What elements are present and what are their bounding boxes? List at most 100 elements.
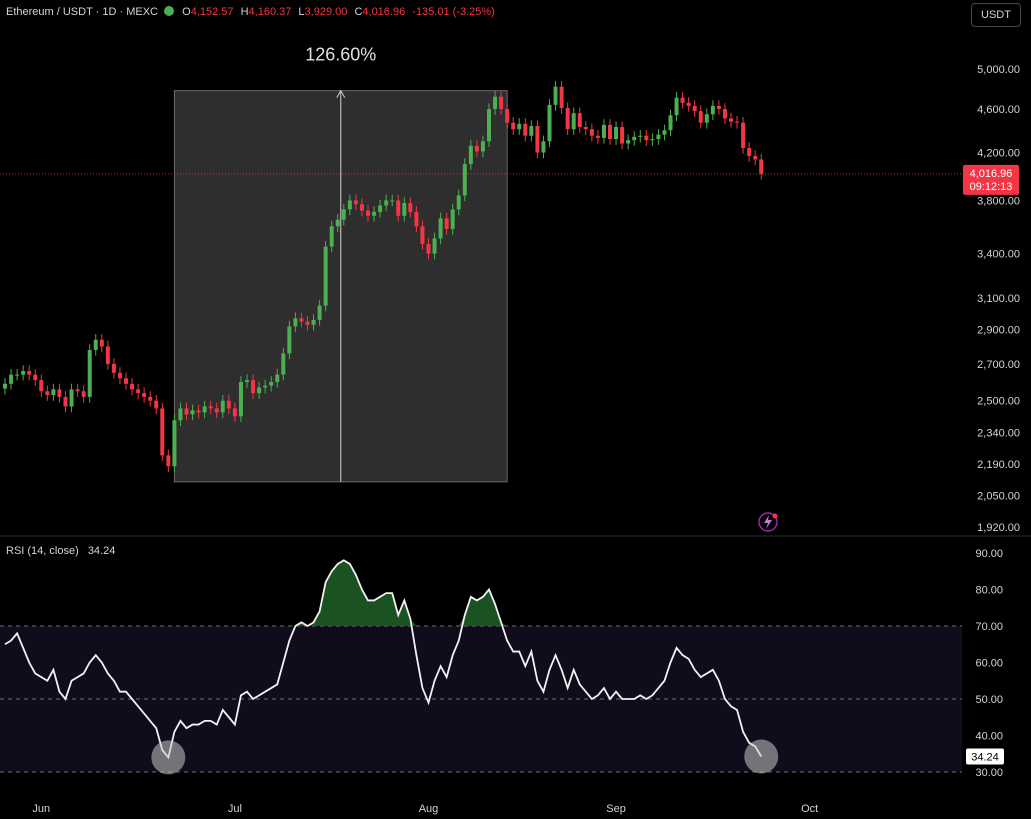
candle-body [3,383,7,389]
candle-body [608,124,612,140]
time-axis-label: Jun [32,803,50,815]
candle-body [444,218,449,229]
open-key: O [182,6,191,18]
candle-body [93,339,98,350]
candle-body [33,374,38,381]
market-status-icon [164,6,175,16]
candle-body [124,378,128,384]
candle-body [432,238,437,254]
candle-body [111,363,116,373]
candle-body [329,226,334,247]
candle-body [275,374,280,382]
candle-body [741,122,746,149]
currency-button[interactable]: USDT [971,3,1021,27]
high-key: H [240,6,249,18]
candle-body [335,219,340,227]
candle-body [202,406,207,413]
candle-body [184,408,189,415]
rsi-axis-label: 40.00 [975,731,1003,743]
candle-body [601,124,606,138]
candle-body [632,136,637,141]
candle-body [662,130,667,135]
candle-body [190,410,195,415]
rsi-value-tag [966,748,1004,765]
rsi-axis-label: 60.00 [975,658,1003,670]
candle-body [420,226,425,244]
candle-body [595,135,600,138]
candle-body [69,389,74,407]
candle-body [487,109,491,142]
close-key: C [354,6,363,18]
alert-lightning-icon [758,512,778,532]
candle-body [553,86,558,105]
candle-body [148,396,153,401]
rsi-axis-label: 90.00 [975,548,1003,560]
candle-body [650,139,655,141]
candle-body [178,408,183,421]
candle-body [117,372,122,379]
candle-body [136,389,141,394]
price-axis-label: 1,920.00 [977,522,1020,534]
candle-body [468,145,473,165]
candle-body [220,400,225,413]
candle-body [347,200,352,210]
candle-body [523,123,528,136]
high-value: 4,160.37 [248,6,292,18]
price-axis-label: 3,800.00 [977,195,1020,207]
candle-body [499,96,504,110]
rsi-legend-value: 34.24 [87,545,116,557]
candle-body [474,145,479,152]
candle-body [577,113,582,128]
price-axis-label: 2,050.00 [977,491,1020,503]
candle-body [51,389,56,396]
candle-body [245,380,249,382]
candle-body [214,408,219,413]
candle-body [668,115,673,131]
candle-body [341,209,346,220]
candle-body [27,371,32,375]
rsi-line [4,559,763,760]
candle-body [462,164,467,196]
time-axis-label: Sep [606,803,626,815]
candle-body [438,218,443,239]
lightning-glyph [764,515,772,529]
symbol-name[interactable]: Ethereum / USDT · 1D · MEXC [6,6,158,18]
last-price-tag [963,164,1019,195]
candle-body [384,200,389,206]
candle-body [656,134,661,140]
candle-body [353,200,358,205]
price-axis-label: 3,400.00 [977,249,1020,261]
close-value: 4,016.96 [362,6,406,18]
price-axis-label: 2,500.00 [977,396,1020,408]
candle-body [226,400,231,409]
price-axis-label: 5,000.00 [977,64,1020,76]
last-price-tag-value: 4,016.96 [970,168,1013,180]
candle-body [559,86,564,108]
candle-body [396,200,401,216]
rsi-axis-label: 80.00 [975,585,1003,597]
range-measure-arrowhead [336,89,346,98]
candle-body [505,109,510,123]
candle-body [589,129,594,136]
candle-body [402,202,407,216]
candle-body [269,381,274,386]
price-axis-label: 2,700.00 [977,359,1020,371]
candle-body [541,141,546,153]
change-value: -135.01 (-3.25%) [412,6,495,18]
candle-body [547,104,552,142]
candle-body [722,109,727,119]
rsi-value-tag-text: 34.24 [971,752,999,764]
candle-body [372,211,377,216]
rsi-axis-label: 30.00 [975,767,1003,779]
candle-body [160,408,165,456]
candle-body [293,318,298,327]
rsi-overbought-fill [307,560,417,626]
candle-body [208,406,213,409]
price-axis-label: 3,100.00 [977,293,1020,305]
rsi-axis-label: 50.00 [975,694,1003,706]
candle-body [45,391,50,396]
candle-body [535,125,540,153]
time-axis-label: Jul [228,803,242,815]
candle-body [698,111,703,123]
